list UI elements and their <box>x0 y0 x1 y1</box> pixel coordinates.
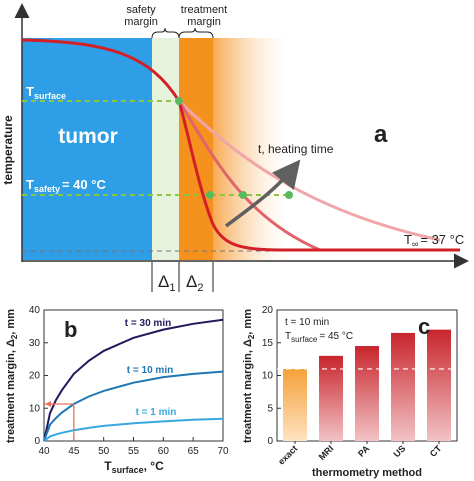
y-tick-label-b: 20 <box>29 371 41 382</box>
marker-arrowhead-b <box>45 400 51 407</box>
x-tick-label-c: CT <box>428 443 444 459</box>
t-inf-label: T∞ = 37 °C <box>404 232 464 249</box>
xlabel-b: Tsurface, °C <box>104 459 164 475</box>
bar-PA <box>355 346 379 441</box>
annotation-c-line2: Tsurface = 45 °C <box>285 331 353 344</box>
y-tick-label-c: 20 <box>262 305 274 316</box>
t-surface-label: Tsurface <box>26 84 66 101</box>
series-label-b-1: t = 10 min <box>127 365 173 376</box>
x-tick-label-b: 45 <box>68 446 80 457</box>
y-tick-label-b: 40 <box>29 305 41 316</box>
delta2-label: Δ2 <box>186 272 203 294</box>
panel-c-letter: c <box>418 314 430 339</box>
treatment-margin-brace <box>178 27 214 39</box>
treatment-margin-label-2: margin <box>187 16 221 28</box>
panel-a: temperature t, heating time tumor Tsurfa… <box>1 3 469 294</box>
tick-group-c: 0 5 10 15 20 <box>262 305 281 447</box>
delta1-label: Δ1 <box>158 272 175 294</box>
y-tick-label-b: 30 <box>29 338 41 349</box>
panel-c: 0 5 10 15 20 exact MRI PA US CT c t = 10 min Tsu… <box>242 305 458 479</box>
heating-time-arrow <box>224 159 301 228</box>
series-line-b-2 <box>43 417 224 442</box>
tumor-label: tumor <box>58 125 118 148</box>
y-tick-label-b: 0 <box>34 436 40 447</box>
series-label-b-0: t = 30 min <box>125 318 171 329</box>
x-tick-label-c: exact <box>276 443 299 466</box>
safety-margin-brace <box>151 27 180 39</box>
x-tick-label-b: 50 <box>98 446 110 457</box>
series-label-b-2: t = 1 min <box>136 407 177 418</box>
profile-curve-short <box>21 38 460 252</box>
ylabel-a: temperature <box>1 115 15 185</box>
xlabel-c: thermometry method <box>312 467 422 479</box>
x-tick-label-c: US <box>391 443 407 459</box>
x-tick-label-c: MRI <box>317 443 336 462</box>
y-tick-label-c: 5 <box>267 403 273 414</box>
ylabel-c: treatment margin, Δ2, mm <box>242 309 256 443</box>
series-line-b-1 <box>43 370 224 442</box>
panel-b-letter: b <box>64 317 77 342</box>
heating-time-label: t, heating time <box>258 142 334 156</box>
bar-MRI <box>319 355 343 441</box>
profile-curve-mid <box>177 100 460 252</box>
panel-b: 40 45 50 55 60 65 70 0 10 20 30 40 t = 30 min t = 10… <box>5 305 229 475</box>
safety-margin-label-1: safety <box>126 4 156 16</box>
safety-margin-region <box>152 38 179 260</box>
panel-a-letter: a <box>374 121 388 148</box>
surface-point <box>175 97 183 105</box>
t-safety-label: Tsafety = 40 °C <box>26 177 106 194</box>
safety-point-1 <box>206 191 214 199</box>
tumor-region <box>22 38 152 260</box>
safety-point-3 <box>285 191 293 199</box>
y-tick-label-b: 10 <box>29 403 41 414</box>
x-tick-label-b: 65 <box>188 446 200 457</box>
x-tick-label-b: 70 <box>217 446 229 457</box>
bar-CT <box>427 329 451 441</box>
x-tick-label-b: 40 <box>38 446 50 457</box>
y-tick-label-c: 10 <box>262 371 274 382</box>
ylabel-b: treatment margin, Δ2, mm <box>5 309 19 443</box>
safety-point-2 <box>239 191 247 199</box>
treatment-margin-label-1: treatment <box>181 4 227 16</box>
y-tick-label-c: 0 <box>267 436 273 447</box>
safety-margin-label-2: margin <box>124 16 158 28</box>
marker-group-b <box>44 400 75 441</box>
bar-exact <box>283 368 307 441</box>
x-tick-label-b: 55 <box>128 446 140 457</box>
series-labels-b: t = 30 min t = 10 min t = 1 min <box>125 318 177 418</box>
x-tick-label-c: PA <box>356 443 372 459</box>
annotation-c-line1: t = 10 min <box>285 317 329 328</box>
bar-group-c: exact MRI PA US CT <box>276 329 457 467</box>
y-tick-label-c: 15 <box>262 338 274 349</box>
bar-US <box>391 332 415 441</box>
x-tick-label-b: 60 <box>158 446 170 457</box>
